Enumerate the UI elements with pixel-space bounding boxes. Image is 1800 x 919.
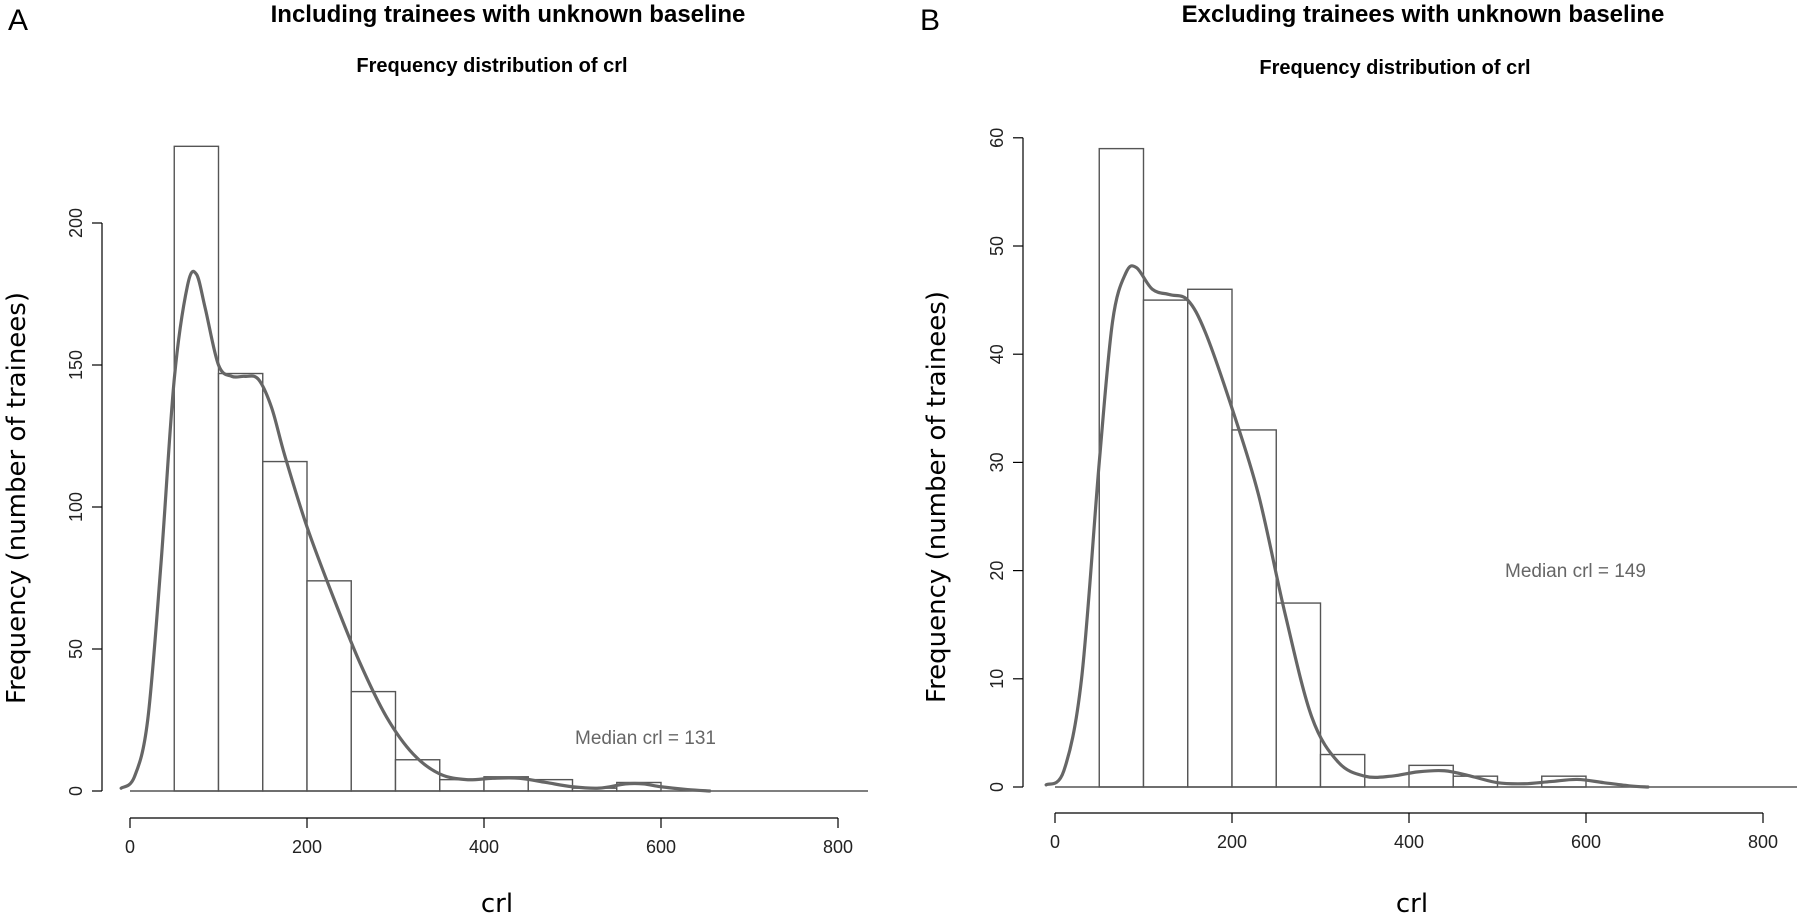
chart-b-y-label: Frequency (number of trainees) [922,291,952,703]
panel-a: A Including trainees with unknown baseli… [2,1,868,919]
chart-b-bar [1408,764,1454,788]
chart-a-title: Frequency distribution of crl [356,55,627,77]
chart-b-y-tick-label: 40 [987,344,1007,364]
chart-a-x-label: crl [481,889,513,919]
chart-a-y-tick-label: 200 [66,208,86,238]
chart-b-x-tick-label: 200 [1217,832,1247,852]
chart-a-y-tick-label: 100 [66,492,86,522]
chart-a-bar [173,145,220,792]
panel-a-letter: A [8,4,28,37]
panel-a-heading: Including trainees with unknown baseline [271,1,746,28]
chart-a-density-curve [119,269,712,793]
chart-a-y-tick-label: 50 [66,639,86,659]
chart-b-bar [1275,602,1322,788]
chart-b-y-tick-label: 50 [987,236,1007,256]
chart-b-x-label: crl [1396,889,1428,919]
chart-a-median-annotation: Median crl = 131 [575,728,716,749]
chart-a-x-axis: 0 200 400 600 800 [125,817,853,857]
chart-b-y-tick-label: 20 [987,561,1007,581]
chart-b-y-tick-label: 60 [987,128,1007,148]
chart-a-bar [306,580,352,792]
chart-b-y-tick-label: 0 [987,782,1007,792]
chart-a-y-axis: 0 50 100 150 200 [66,208,103,796]
chart-b-bar [1319,753,1366,788]
chart-b-bar [1187,288,1233,788]
chart-a-x-tick-label: 0 [125,837,135,857]
panel-b: B Excluding trainees with unknown baseli… [920,1,1797,919]
chart-a-bar [262,460,308,792]
chart-b-y-tick-label: 10 [987,669,1007,689]
chart-a-bars [173,145,662,792]
chart-a-bar [394,759,441,792]
chart-a-x-tick-label: 800 [823,837,853,857]
chart-a-x-tick-label: 400 [469,837,499,857]
chart-b-x-tick-label: 0 [1050,832,1060,852]
chart-b-x-tick-label: 600 [1571,832,1601,852]
chart-a-x-tick-label: 200 [292,837,322,857]
chart-b-bars [1098,147,1587,788]
chart-a-y-tick-label: 0 [66,786,86,796]
chart-b-bar [1142,299,1189,788]
chart-a-bar [350,690,397,792]
chart-b-x-axis: 0 200 400 600 800 [1050,812,1778,852]
chart-a-y-label: Frequency (number of trainees) [2,292,32,704]
chart-b-density-curve [1044,264,1650,789]
chart-b-y-axis: 0 10 20 30 40 50 60 [987,128,1024,792]
chart-a-bar [439,778,485,792]
chart-b-y-tick-label: 30 [987,452,1007,472]
panel-b-heading: Excluding trainees with unknown baseline [1182,1,1665,28]
chart-a-y-tick-label: 150 [66,350,86,380]
chart-b-bar [1098,147,1145,788]
chart-a-x-tick-label: 600 [646,837,676,857]
chart-b-median-annotation: Median crl = 149 [1505,561,1646,582]
chart-a-bar [217,372,264,792]
chart-b-x-tick-label: 400 [1394,832,1424,852]
panel-b-letter: B [920,4,940,37]
chart-b-title: Frequency distribution of crl [1259,57,1530,79]
chart-b-x-tick-label: 800 [1748,832,1778,852]
